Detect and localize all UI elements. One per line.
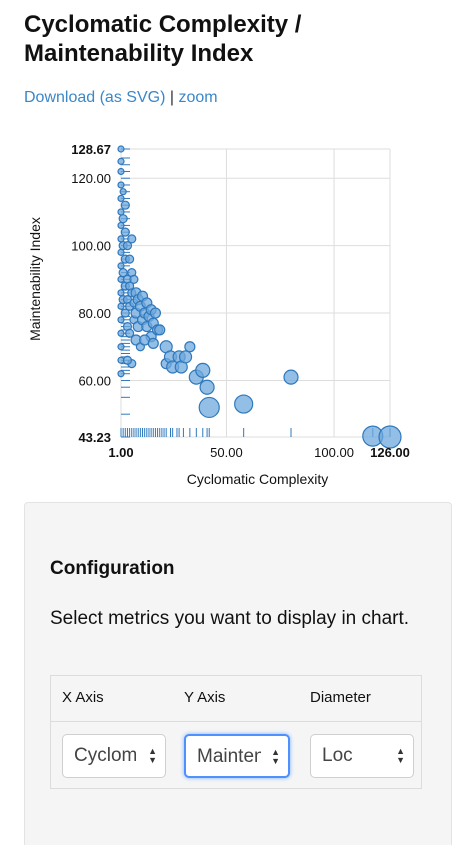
data-point (120, 227, 130, 237)
tick-labels: 1.00 50.00 100.00 126.00 43.23 60.00 80.00 100.… (71, 142, 410, 460)
data-point (117, 221, 125, 230)
data-point (122, 355, 133, 365)
y-tick-label: 120.00 (71, 171, 111, 186)
x-axis-select-value: Cyclomatic Complexity (74, 745, 136, 766)
data-point (195, 362, 211, 378)
y-axis-select-value: Maintenability Index (197, 746, 261, 767)
data-point (125, 328, 135, 338)
chart-links: Download (as SVG) | zoom (24, 89, 218, 107)
data-point (117, 316, 125, 324)
data-point (117, 343, 125, 351)
data-point (147, 337, 159, 349)
data-point (117, 248, 125, 256)
x-tick-label: 100.00 (314, 445, 354, 460)
configuration-header-row: X Axis Y Axis Diameter (51, 676, 421, 722)
configuration-panel: Configuration Select metrics you want to… (24, 502, 452, 845)
data-point (117, 289, 125, 297)
data-point (119, 188, 127, 196)
x-tick-label: 50.00 (210, 445, 243, 460)
diameter-column-header: Diameter (310, 689, 371, 706)
y-axis-title: Maintenability Index (27, 217, 43, 341)
scatter-chart: 1.00 50.00 100.00 126.00 43.23 60.00 80.00 100.… (27, 142, 410, 487)
data-point (199, 379, 215, 395)
data-points (117, 145, 402, 449)
data-point (283, 369, 299, 385)
diameter-select-value: Loc (322, 745, 353, 766)
configuration-title: Configuration (50, 558, 175, 579)
select-arrows-icon: ▲ ▼ (396, 746, 405, 765)
data-point (122, 241, 133, 251)
data-point (125, 254, 135, 264)
data-point (198, 396, 220, 419)
data-point (234, 394, 254, 414)
data-point (184, 341, 196, 353)
y-axis-select[interactable]: Maintenability Index ▲▼ (184, 734, 290, 778)
diameter-select[interactable]: Loc ▲ ▼ (310, 734, 414, 778)
data-point (117, 208, 125, 216)
page-title-line1: Cyclomatic Complexity / (24, 11, 302, 38)
select-arrows-icon: ▲ ▼ (271, 747, 280, 766)
page-title: Cyclomatic Complexity / Maintenability I… (24, 10, 454, 68)
x-tick-label: 126.00 (370, 445, 410, 460)
y-axis-column-header: Y Axis (184, 689, 226, 706)
data-point (117, 145, 125, 153)
data-point (154, 324, 166, 336)
y-tick-label: 80.00 (78, 306, 111, 321)
data-point (129, 274, 139, 284)
y-tick-label: 43.23 (78, 430, 111, 445)
data-point (118, 268, 128, 278)
data-point (120, 200, 130, 210)
data-point (117, 370, 125, 378)
data-point (117, 235, 125, 243)
data-point (149, 307, 162, 319)
data-point (117, 302, 125, 310)
data-point (117, 181, 125, 189)
data-point (117, 329, 125, 337)
data-point (117, 262, 125, 270)
select-arrows-icon: ▲ ▼ (148, 746, 157, 765)
y-tick-label: 60.00 (78, 373, 111, 388)
configuration-table: X Axis Y Axis Diameter Cyclomatic Comple… (50, 675, 422, 789)
download-svg-link[interactable]: Download (as SVG) (24, 89, 166, 106)
data-point (120, 308, 130, 318)
y-tick-label: 128.67 (71, 142, 111, 157)
x-axis-select[interactable]: Cyclomatic Complexity ▲▼ (62, 734, 166, 778)
page-title-line2: Maintenability Index (24, 40, 254, 67)
y-tick-label: 100.00 (71, 239, 111, 254)
link-separator: | (169, 89, 174, 106)
data-point (117, 157, 125, 165)
data-point (127, 234, 137, 244)
configuration-description: Select metrics you want to display in ch… (50, 608, 410, 629)
data-point (118, 214, 128, 224)
rug-marks (120, 148, 391, 438)
chart-grid (120, 148, 391, 438)
zoom-link[interactable]: zoom (178, 89, 218, 106)
x-tick-label: 1.00 (108, 445, 133, 460)
data-point (117, 167, 125, 176)
x-axis-column-header: X Axis (62, 689, 104, 706)
data-point (117, 194, 125, 203)
x-axis-title: Cyclomatic Complexity (187, 471, 329, 487)
data-point (178, 350, 193, 364)
data-point (378, 425, 402, 449)
